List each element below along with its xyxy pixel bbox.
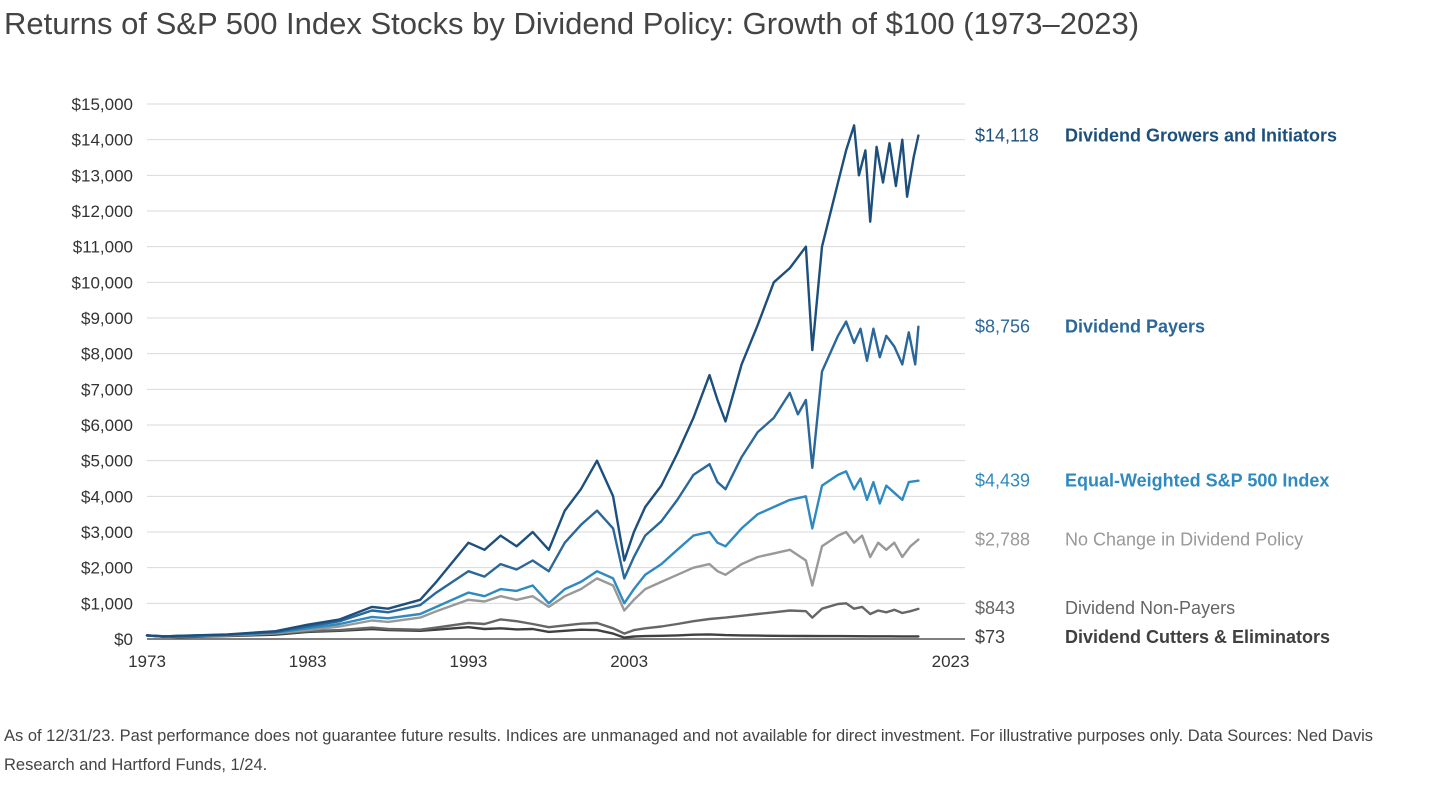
series-end-value: $8,756 bbox=[975, 317, 1030, 337]
chart-title: Returns of S&P 500 Index Stocks by Divid… bbox=[4, 6, 1140, 41]
x-tick-label: 2023 bbox=[932, 652, 970, 671]
y-tick-label: $11,000 bbox=[73, 238, 133, 257]
y-axis-ticks: $0 $1,000 $2,000 $3,000 $4,000 $5,000 $6,000 $7… bbox=[72, 95, 133, 649]
y-tick-label: $8,000 bbox=[81, 345, 133, 364]
y-tick-label: $13,000 bbox=[72, 166, 133, 185]
series-end-value: $14,118 bbox=[975, 125, 1039, 145]
y-tick-label: $9,000 bbox=[81, 309, 133, 328]
y-tick-label: $10,000 bbox=[72, 273, 133, 292]
chart-area: $0 $1,000 $2,000 $3,000 $4,000 $5,000 $6,000 $7… bbox=[72, 95, 1338, 671]
series-lines bbox=[145, 124, 920, 639]
footnote: As of 12/31/23. Past performance does no… bbox=[4, 727, 1374, 774]
series-end-value: $2,788 bbox=[975, 530, 1030, 550]
series-line bbox=[145, 602, 920, 639]
series-line bbox=[145, 530, 920, 638]
series-name-label: No Change in Dividend Policy bbox=[1065, 530, 1303, 550]
gridlines bbox=[147, 103, 965, 640]
series-name-label: Dividend Cutters & Eliminators bbox=[1065, 627, 1330, 647]
series-name-label: Dividend Payers bbox=[1065, 317, 1205, 337]
x-tick-label: 1993 bbox=[450, 652, 488, 671]
y-tick-label: $12,000 bbox=[72, 202, 133, 221]
x-tick-label: 1983 bbox=[289, 652, 327, 671]
y-tick-label: $7,000 bbox=[81, 380, 133, 399]
y-tick-label: $6,000 bbox=[81, 416, 133, 435]
y-tick-label: $5,000 bbox=[81, 452, 133, 471]
series-line bbox=[145, 470, 920, 638]
series-end-value: $843 bbox=[975, 598, 1015, 618]
y-tick-label: $1,000 bbox=[81, 594, 133, 613]
x-tick-label: 2003 bbox=[610, 652, 648, 671]
series-name-label: Dividend Non-Payers bbox=[1065, 598, 1235, 618]
series-line bbox=[145, 626, 920, 639]
series-name-label: Dividend Growers and Initiators bbox=[1065, 125, 1337, 145]
y-tick-label: $4,000 bbox=[81, 487, 133, 506]
series-line bbox=[145, 320, 920, 638]
y-tick-label: $15,000 bbox=[72, 95, 133, 114]
series-end-value: $73 bbox=[975, 627, 1005, 647]
series-name-label: Equal-Weighted S&P 500 Index bbox=[1065, 471, 1329, 491]
x-axis-ticks: 1973 1983 1993 2003 2023 bbox=[128, 652, 969, 671]
series-end-value: $4,439 bbox=[975, 471, 1030, 491]
series-line bbox=[145, 124, 920, 638]
y-tick-label: $0 bbox=[114, 630, 133, 649]
y-tick-label: $14,000 bbox=[72, 131, 133, 150]
x-tick-label: 1973 bbox=[128, 652, 166, 671]
y-tick-label: $2,000 bbox=[81, 559, 133, 578]
y-tick-label: $3,000 bbox=[81, 523, 133, 542]
series-end-labels: $14,118 Dividend Growers and Initiators $8… bbox=[975, 125, 1337, 647]
